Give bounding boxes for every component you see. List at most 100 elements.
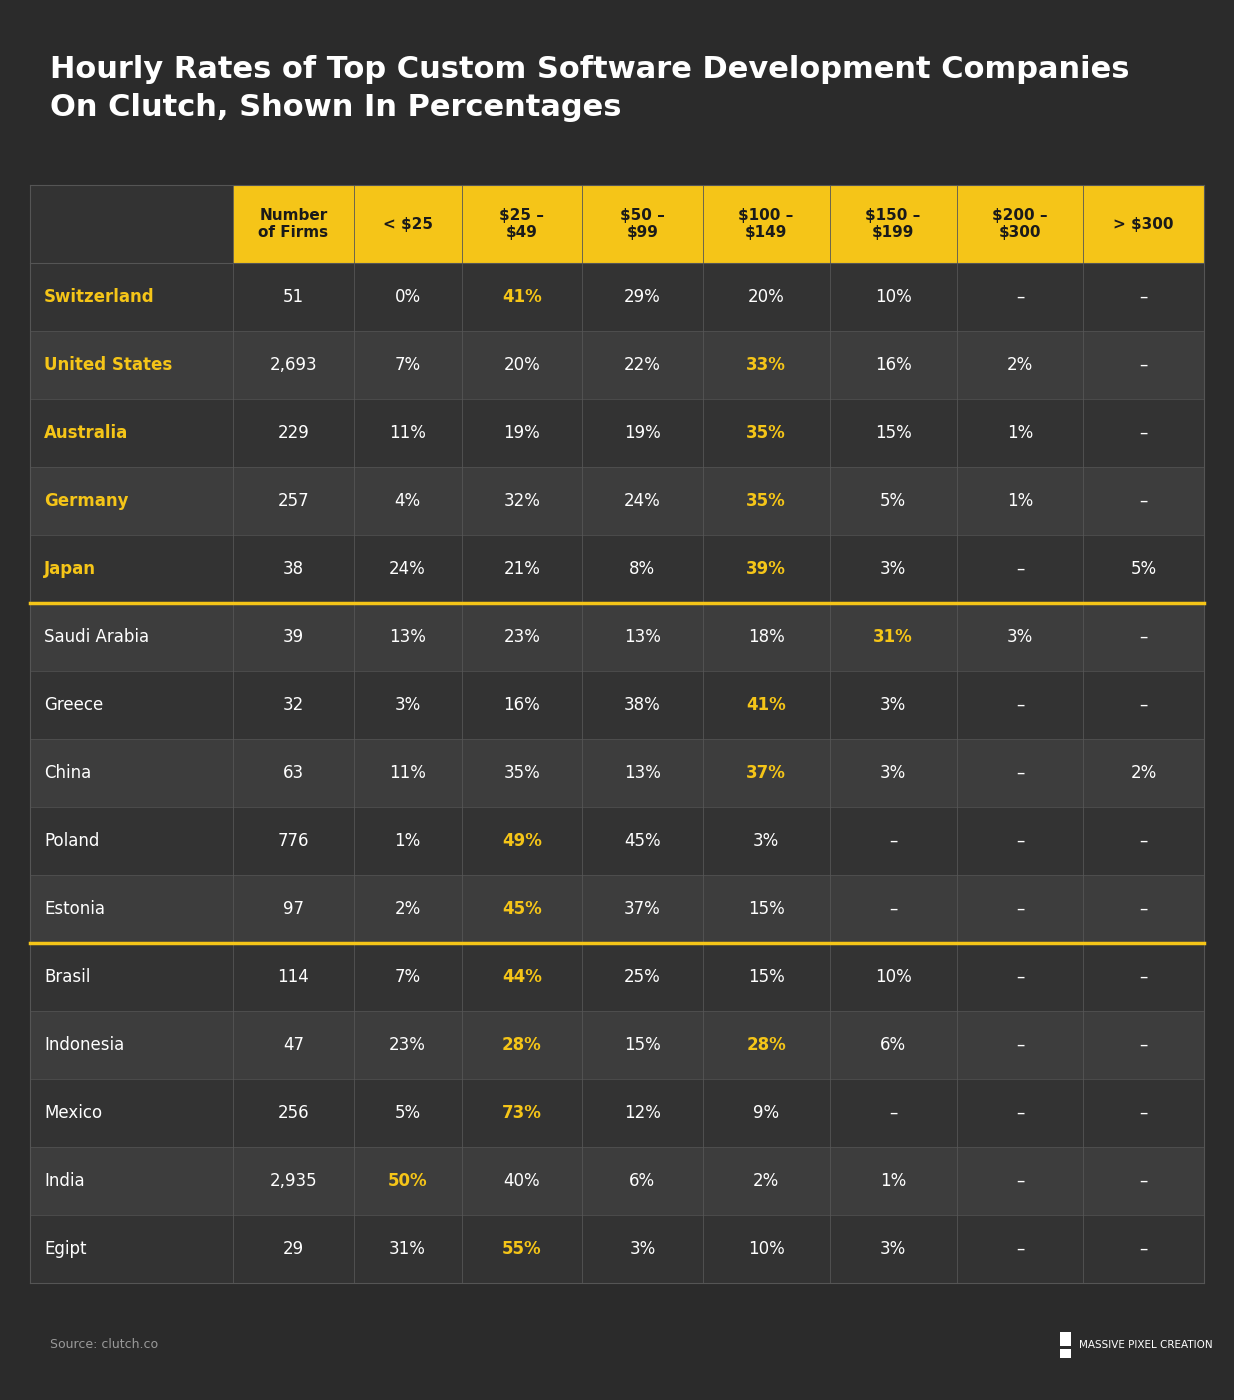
Text: 55%: 55%	[502, 1240, 542, 1259]
Text: $200 –
$300: $200 – $300	[992, 207, 1048, 241]
Text: 38: 38	[283, 560, 304, 578]
Bar	[829, 875, 956, 944]
Bar	[462, 875, 582, 944]
Bar	[829, 603, 956, 671]
Text: 776: 776	[278, 832, 308, 850]
Text: 5%: 5%	[395, 1105, 421, 1121]
Bar	[354, 671, 462, 739]
Bar	[1083, 399, 1204, 468]
Bar	[462, 468, 582, 535]
Text: 4%: 4%	[395, 491, 421, 510]
Text: 3%: 3%	[880, 764, 906, 783]
Text: 41%: 41%	[747, 696, 786, 714]
Text: $150 –
$199: $150 – $199	[865, 207, 921, 241]
Bar	[462, 944, 582, 1011]
Text: –: –	[1139, 629, 1148, 645]
Bar	[956, 944, 1083, 1011]
Text: –: –	[1139, 356, 1148, 374]
Text: 2%: 2%	[395, 900, 421, 918]
Text: 47: 47	[283, 1036, 304, 1054]
Text: 5%: 5%	[880, 491, 906, 510]
Text: –: –	[1016, 560, 1024, 578]
Text: 44%: 44%	[502, 967, 542, 986]
Text: 28%: 28%	[502, 1036, 542, 1054]
Bar	[956, 875, 1083, 944]
Text: 3%: 3%	[1007, 629, 1033, 645]
Text: 51: 51	[283, 288, 304, 307]
Text: 257: 257	[278, 491, 310, 510]
Text: 15%: 15%	[875, 424, 912, 442]
Bar	[233, 1147, 354, 1215]
Text: 15%: 15%	[748, 900, 785, 918]
Text: –: –	[888, 1105, 897, 1121]
Bar	[1083, 185, 1204, 263]
Bar	[233, 739, 354, 806]
Text: 1%: 1%	[880, 1172, 906, 1190]
Text: 45%: 45%	[502, 900, 542, 918]
Bar	[582, 671, 702, 739]
Text: 20%: 20%	[748, 288, 785, 307]
Bar	[354, 739, 462, 806]
Text: 114: 114	[278, 967, 310, 986]
Bar	[30, 944, 233, 1011]
Text: 2,693: 2,693	[269, 356, 317, 374]
Text: Saudi Arabia: Saudi Arabia	[44, 629, 149, 645]
Bar	[702, 535, 829, 603]
Bar	[30, 535, 233, 603]
Text: 12%: 12%	[624, 1105, 661, 1121]
Text: 23%: 23%	[389, 1036, 426, 1054]
Text: 3%: 3%	[629, 1240, 655, 1259]
Bar	[354, 603, 462, 671]
Text: 28%: 28%	[747, 1036, 786, 1054]
Bar	[582, 185, 702, 263]
Bar	[233, 806, 354, 875]
Text: –: –	[888, 900, 897, 918]
Text: 19%: 19%	[624, 424, 660, 442]
Text: 20%: 20%	[503, 356, 540, 374]
Text: 32: 32	[283, 696, 304, 714]
Bar	[30, 806, 233, 875]
Bar	[956, 468, 1083, 535]
Bar	[702, 603, 829, 671]
Bar	[829, 739, 956, 806]
Bar	[956, 806, 1083, 875]
Bar	[1083, 468, 1204, 535]
Text: 7%: 7%	[395, 967, 421, 986]
Bar	[233, 330, 354, 399]
Bar	[582, 263, 702, 330]
Bar	[829, 1215, 956, 1282]
Bar	[829, 185, 956, 263]
Bar	[702, 185, 829, 263]
Text: 1%: 1%	[395, 832, 421, 850]
Text: 19%: 19%	[503, 424, 540, 442]
Bar	[30, 399, 233, 468]
Bar	[702, 1011, 829, 1079]
Bar	[1083, 671, 1204, 739]
Bar	[1060, 1331, 1071, 1347]
Bar	[702, 330, 829, 399]
Text: –: –	[1139, 491, 1148, 510]
Text: 38%: 38%	[624, 696, 660, 714]
Text: 3%: 3%	[880, 560, 906, 578]
Text: 40%: 40%	[503, 1172, 540, 1190]
Bar	[354, 1215, 462, 1282]
Text: 11%: 11%	[389, 764, 426, 783]
Text: Source: clutch.co: Source: clutch.co	[51, 1338, 158, 1351]
Text: 7%: 7%	[395, 356, 421, 374]
Text: India: India	[44, 1172, 85, 1190]
Bar	[233, 399, 354, 468]
Bar	[829, 1147, 956, 1215]
Text: 1%: 1%	[1007, 491, 1033, 510]
Text: –: –	[1016, 1172, 1024, 1190]
Text: 13%: 13%	[624, 764, 661, 783]
Bar	[956, 671, 1083, 739]
Bar	[462, 1011, 582, 1079]
Text: 10%: 10%	[748, 1240, 785, 1259]
Bar	[582, 330, 702, 399]
Text: United States: United States	[44, 356, 173, 374]
Text: MASSIVE PIXEL CREATION: MASSIVE PIXEL CREATION	[1079, 1340, 1213, 1350]
Bar	[462, 263, 582, 330]
Text: –: –	[1016, 696, 1024, 714]
Text: –: –	[1016, 900, 1024, 918]
Bar	[702, 263, 829, 330]
